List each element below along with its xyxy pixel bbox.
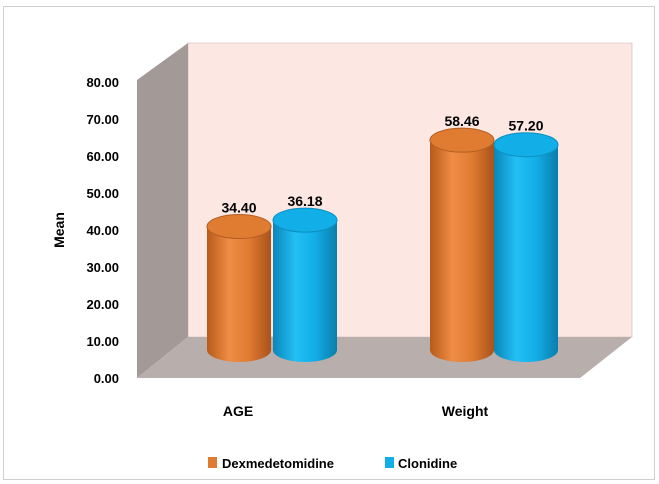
bar-top: [429, 127, 495, 153]
y-axis-ticks: 0.00 10.00 20.00 30.00 40.00 50.00 60.00 70.00 8…: [86, 75, 119, 386]
legend-swatch-clonidine: [385, 457, 394, 468]
bar-body: [494, 144, 558, 362]
bar-body: [207, 226, 271, 362]
y-tick-label: 30.00: [86, 260, 119, 275]
bar-dexmedetomidine-weight: 58.46: [429, 113, 495, 362]
bar-top: [206, 214, 272, 240]
data-label: 36.18: [287, 193, 322, 209]
y-tick-label: 20.00: [86, 297, 119, 312]
legend-swatch-dexmedetomidine: [208, 457, 217, 468]
legend: Dexmedetomidine Clonidine: [208, 456, 457, 471]
data-label: 34.40: [221, 200, 256, 216]
bar-dexmedetomidine-age: 34.40: [206, 200, 272, 362]
y-tick-label: 40.00: [86, 223, 119, 238]
bar-body: [430, 140, 494, 362]
category-label-age: AGE: [223, 403, 253, 419]
bar-top: [493, 132, 559, 158]
bar-clonidine-weight: 57.20: [493, 118, 559, 362]
y-tick-label: 0.00: [94, 371, 119, 386]
y-tick-label: 50.00: [86, 186, 119, 201]
chart-frame: [3, 6, 655, 480]
category-label-weight: Weight: [442, 403, 489, 419]
bars: 34.40 58.46 36.18 57.20: [206, 113, 559, 362]
bar-clonidine-age: 36.18: [272, 193, 338, 362]
y-tick-label: 60.00: [86, 149, 119, 164]
legend-label-clonidine: Clonidine: [398, 456, 457, 471]
y-tick-label: 80.00: [86, 75, 119, 90]
y-axis-label: Mean: [51, 212, 67, 248]
legend-label-dexmedetomidine: Dexmedetomidine: [222, 456, 334, 471]
side-wall: [137, 43, 188, 378]
y-tick-label: 70.00: [86, 112, 119, 127]
bar-body: [273, 220, 337, 362]
data-label: 58.46: [444, 113, 479, 129]
bar-top: [272, 207, 338, 233]
data-label: 57.20: [508, 118, 543, 134]
y-tick-label: 10.00: [86, 334, 119, 349]
